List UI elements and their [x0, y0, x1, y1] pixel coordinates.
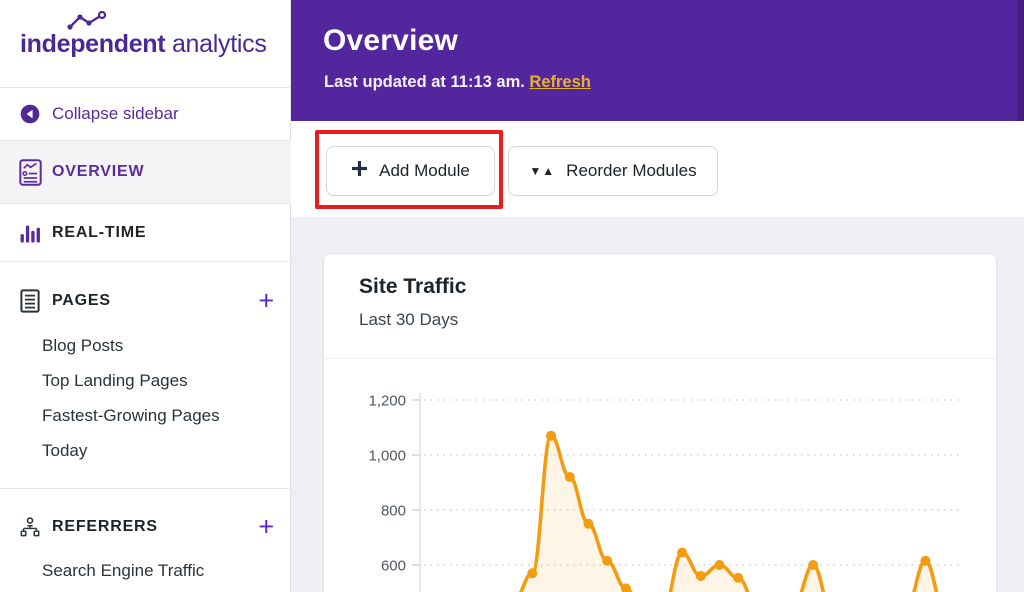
- sidebar-group-pages[interactable]: PAGES +: [0, 276, 291, 326]
- sidebar-group-referrers[interactable]: REFERRERS +: [0, 502, 291, 552]
- pages-icon: [18, 289, 42, 313]
- sidebar-group-referrers-label: REFERRERS: [52, 518, 158, 535]
- chart-point: [546, 430, 556, 441]
- sidebar-item-real-time-label: REAL-TIME: [52, 223, 147, 241]
- last-updated-label: Last updated at 11:13 am.: [324, 73, 530, 91]
- y-axis-label: 600: [381, 558, 406, 575]
- card-subtitle: Last 30 Days: [359, 310, 459, 329]
- add-module-label: Add Module: [379, 161, 470, 180]
- refresh-link[interactable]: Refresh: [529, 73, 591, 91]
- chart-point: [527, 568, 538, 579]
- y-axis-label: 800: [381, 503, 406, 520]
- add-referrers-report-icon[interactable]: +: [258, 511, 275, 542]
- y-axis-label: 1,200: [368, 393, 406, 410]
- chart-point: [808, 560, 819, 570]
- collapse-arrow-icon: [18, 104, 42, 124]
- bar-chart-icon: [18, 222, 42, 243]
- sidebar-item-top-landing-pages[interactable]: Top Landing Pages: [42, 370, 188, 390]
- sidebar: independent analytics Collapse sidebar: [0, 0, 291, 592]
- site-traffic-chart: 1,200 1,000 800 600: [368, 393, 963, 592]
- scrollbar-thumb[interactable]: [1017, 0, 1024, 121]
- logo-text: independent analytics: [20, 30, 290, 59]
- card-title: Site Traffic: [359, 275, 467, 298]
- last-updated-text: Last updated at 11:13 am. Refresh: [324, 73, 591, 92]
- chart-point: [677, 547, 688, 558]
- add-pages-report-icon[interactable]: +: [258, 285, 275, 316]
- chart-point: [695, 571, 706, 581]
- collapse-sidebar-button[interactable]: Collapse sidebar: [0, 88, 291, 141]
- sidebar-item-today[interactable]: Today: [42, 440, 88, 460]
- page-title: Overview: [323, 24, 459, 57]
- sidebar-item-fastest-growing-pages[interactable]: Fastest-Growing Pages: [42, 405, 220, 425]
- collapse-sidebar-label: Collapse sidebar: [52, 104, 179, 123]
- add-module-button[interactable]: Add Module: [326, 146, 495, 196]
- chart-point: [583, 518, 594, 529]
- referrers-icon: [18, 516, 42, 539]
- logo-text-regular: analytics: [165, 30, 267, 58]
- report-icon: [18, 158, 42, 186]
- reorder-modules-label: Reorder Modules: [566, 161, 697, 180]
- y-axis-label: 1,000: [368, 448, 406, 465]
- site-traffic-chart-area: 1,200 1,000 800 600: [324, 359, 998, 592]
- site-traffic-card-header: Site Traffic Last 30 Days: [324, 254, 996, 359]
- logo-text-bold: independent: [20, 30, 166, 58]
- sidebar-item-overview-label: OVERVIEW: [52, 163, 145, 180]
- page-header: Overview Last updated at 11:13 am. Refre…: [291, 0, 1024, 121]
- reorder-modules-button[interactable]: ▼▲ Reorder Modules: [508, 146, 718, 196]
- sidebar-item-overview[interactable]: OVERVIEW: [0, 141, 291, 204]
- sidebar-group-pages-label: PAGES: [52, 292, 111, 309]
- sidebar-item-real-time[interactable]: REAL-TIME: [0, 204, 291, 262]
- logo-chart-icon: [66, 10, 110, 36]
- chart-point: [620, 583, 631, 592]
- sidebar-item-search-engine-traffic[interactable]: Search Engine Traffic: [42, 560, 205, 580]
- chart-point: [920, 555, 931, 566]
- reorder-triangles-icon: ▼▲: [529, 164, 556, 178]
- chart-point: [714, 560, 725, 570]
- plus-icon: [351, 160, 368, 182]
- chart-point: [602, 555, 613, 566]
- logo: independent analytics: [0, 0, 290, 88]
- sidebar-item-blog-posts[interactable]: Blog Posts: [42, 335, 124, 355]
- chart-area: [520, 435, 937, 592]
- chart-point: [733, 572, 744, 583]
- toolbar: Add Module ▼▲ Reorder Modules: [291, 121, 1024, 217]
- sidebar-divider: [0, 488, 291, 489]
- site-traffic-card: Site Traffic Last 30 Days 1,200 1,000 800 6…: [323, 253, 997, 592]
- chart-point: [564, 472, 575, 482]
